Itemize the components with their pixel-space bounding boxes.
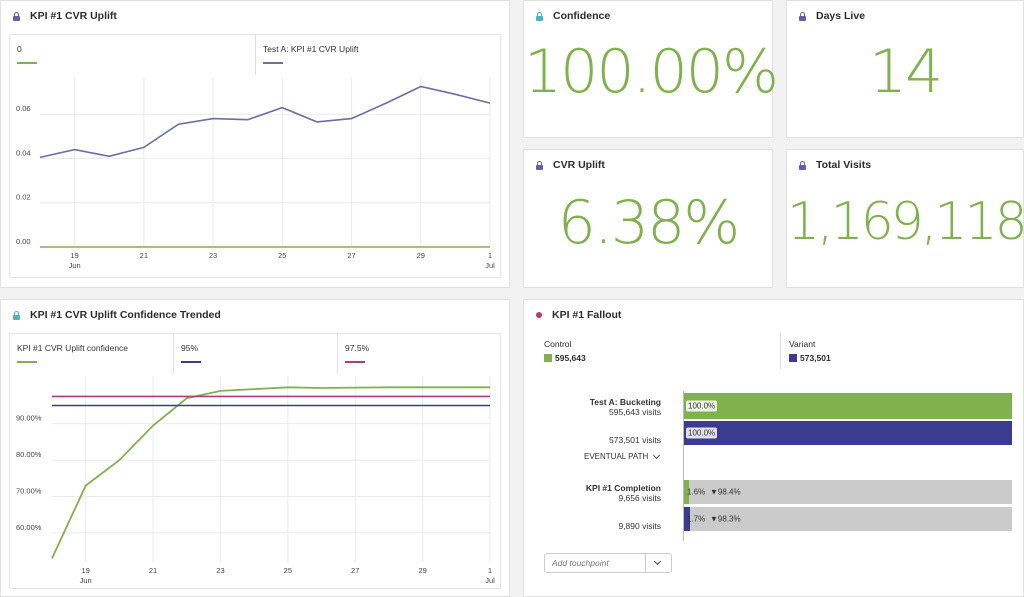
bar-fill bbox=[684, 421, 1012, 445]
fallout-bar[interactable]: 100.0% bbox=[684, 393, 1012, 419]
cvr-uplift-value: 6.38% bbox=[557, 188, 741, 258]
legend-swatch bbox=[345, 361, 365, 363]
y-tick-label: 0.06 bbox=[16, 104, 31, 113]
total-visits-value: 1,169,118 bbox=[787, 192, 1024, 252]
x-tick-sublabel: Jul bbox=[485, 576, 495, 585]
days-live-panel: Days Live 14 bbox=[786, 0, 1024, 138]
fallout-legend-control[interactable]: Control 595,643 bbox=[544, 339, 586, 363]
x-tick-sublabel: Jun bbox=[80, 576, 92, 585]
y-tick-label: 90.00% bbox=[16, 414, 42, 423]
panel-title: CVR Uplift bbox=[536, 159, 605, 171]
x-tick-label: 1 bbox=[488, 566, 492, 575]
fallout-visits-label: 573,501 visits bbox=[609, 435, 661, 445]
y-tick-label: 70.00% bbox=[16, 486, 42, 495]
cvr-uplift-chart-panel: KPI #1 CVR Uplift 0 Test A: KPI #1 CVR U… bbox=[0, 0, 510, 288]
fallout-panel: KPI #1 Fallout Control 595,643 Variant 5… bbox=[523, 299, 1024, 597]
bar-percent: 1.7% bbox=[687, 514, 706, 524]
lock-icon bbox=[536, 160, 543, 170]
days-live-value: 14 bbox=[868, 37, 943, 107]
legend-swatch bbox=[17, 62, 37, 64]
fallout-step-label: KPI #1 Completion 9,656 visits bbox=[585, 483, 661, 503]
x-tick-label: 27 bbox=[347, 251, 355, 260]
fallout-axis-line bbox=[683, 391, 684, 541]
lock-icon bbox=[13, 310, 20, 320]
bar-dropoff: ▼98.4% bbox=[710, 487, 741, 497]
cvr-uplift-panel: CVR Uplift 6.38% bbox=[523, 149, 773, 288]
legend-item-confidence[interactable]: KPI #1 CVR Uplift confidence bbox=[10, 334, 174, 374]
bar-fill bbox=[684, 393, 1012, 419]
panel-title: KPI #1 CVR Uplift bbox=[13, 10, 117, 22]
x-tick-label: 25 bbox=[284, 566, 292, 575]
series-line bbox=[39, 85, 491, 159]
y-tick-label: 0.02 bbox=[16, 193, 31, 202]
series-line bbox=[51, 386, 490, 559]
x-tick-label: 25 bbox=[278, 251, 286, 260]
lock-icon bbox=[799, 160, 806, 170]
add-touchpoint-dropdown[interactable] bbox=[544, 553, 672, 573]
chevron-down-icon[interactable] bbox=[653, 557, 662, 566]
x-tick-label: 29 bbox=[417, 251, 425, 260]
y-tick-label: 60.00% bbox=[16, 523, 42, 532]
bar-fill bbox=[684, 507, 690, 531]
lock-icon bbox=[799, 11, 806, 21]
x-tick-label: 19 bbox=[70, 251, 78, 260]
bar-dropoff: ▼98.3% bbox=[710, 514, 741, 524]
bar-fill bbox=[684, 480, 690, 504]
panel-title: KPI #1 CVR Uplift Confidence Trended bbox=[13, 309, 221, 321]
fallout-visits-label: 9,890 visits bbox=[618, 521, 661, 531]
chart-area: KPI #1 CVR Uplift confidence 95% 97.5% 1… bbox=[9, 333, 501, 589]
panel-title: Total Visits bbox=[799, 159, 871, 171]
bar-percent: 100.0% bbox=[686, 400, 718, 412]
dropdown-divider bbox=[645, 553, 646, 573]
bar-percent: 1.6% bbox=[687, 487, 706, 497]
x-tick-label: 19 bbox=[82, 566, 90, 575]
legend-swatch bbox=[263, 62, 283, 64]
confidence-trended-panel: KPI #1 CVR Uplift Confidence Trended KPI… bbox=[0, 299, 510, 597]
fallout-bar[interactable]: 1.7% ▼98.3% bbox=[684, 507, 1012, 531]
fallout-legend-variant[interactable]: Variant 573,501 bbox=[789, 339, 831, 363]
legend-item-95[interactable]: 95% bbox=[174, 334, 338, 374]
y-tick-label: 0.04 bbox=[16, 148, 31, 157]
chevron-down-icon bbox=[653, 451, 661, 459]
x-tick-sublabel: Jun bbox=[69, 261, 81, 270]
fallout-bar[interactable]: 100.0% bbox=[684, 421, 1012, 445]
total-visits-panel: Total Visits 1,169,118 bbox=[786, 149, 1024, 288]
panel-title: Days Live bbox=[799, 10, 865, 22]
legend-swatch bbox=[181, 361, 201, 363]
panel-title: Confidence bbox=[536, 10, 610, 22]
confidence-value: 100.00% bbox=[524, 37, 779, 107]
bar-percent: 100.0% bbox=[686, 427, 718, 439]
y-tick-label: 0.00 bbox=[16, 237, 31, 246]
lock-icon bbox=[13, 11, 20, 21]
x-tick-label: 27 bbox=[351, 566, 359, 575]
x-tick-sublabel: Jul bbox=[485, 261, 495, 270]
panel-title: KPI #1 Fallout bbox=[536, 309, 621, 321]
x-tick-label: 21 bbox=[149, 566, 157, 575]
chart-area: 0 Test A: KPI #1 CVR Uplift 19 Jun 21 23 25 2… bbox=[9, 34, 501, 278]
legend-swatch bbox=[17, 361, 37, 363]
fallout-step-label: Test A: Bucketing 595,643 visits bbox=[589, 397, 661, 417]
legend-item-97-5[interactable]: 97.5% bbox=[338, 334, 502, 374]
x-tick-label: 21 bbox=[140, 251, 148, 260]
fallout-bar[interactable]: 1.6% ▼98.4% bbox=[684, 480, 1012, 504]
x-tick-label: 23 bbox=[216, 566, 224, 575]
legend-item-test-a[interactable]: Test A: KPI #1 CVR Uplift bbox=[256, 35, 502, 75]
legend-divider bbox=[780, 333, 781, 369]
legend-swatch bbox=[544, 354, 552, 362]
x-tick-label: 23 bbox=[209, 251, 217, 260]
x-tick-label: 1 bbox=[488, 251, 492, 260]
x-tick-label: 29 bbox=[418, 566, 426, 575]
dot-icon bbox=[536, 312, 542, 318]
lock-icon bbox=[536, 11, 543, 21]
legend-swatch bbox=[789, 354, 797, 362]
eventual-path-toggle[interactable]: EVENTUAL PATH bbox=[584, 451, 661, 461]
legend-item-baseline[interactable]: 0 bbox=[10, 35, 256, 75]
add-touchpoint-input[interactable] bbox=[545, 555, 645, 571]
y-tick-label: 80.00% bbox=[16, 450, 42, 459]
confidence-panel: Confidence 100.00% bbox=[523, 0, 779, 138]
